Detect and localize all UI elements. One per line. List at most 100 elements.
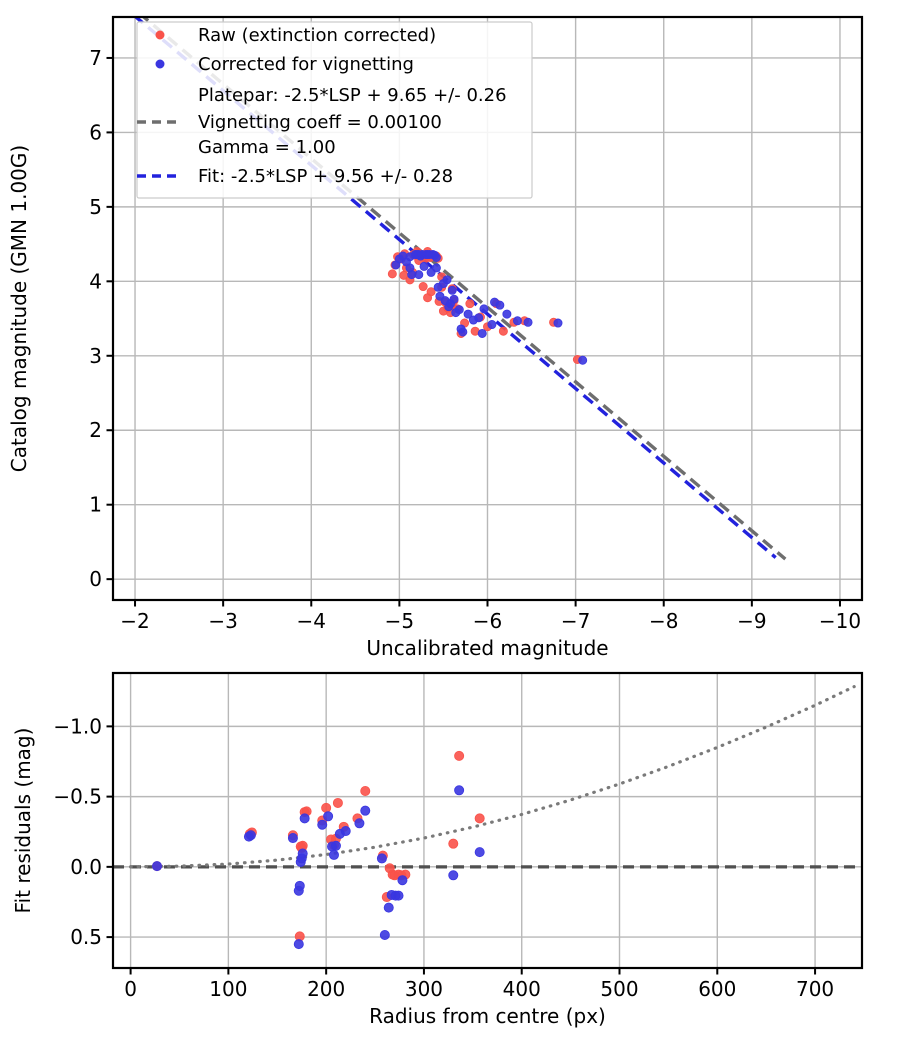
data-point [456, 324, 466, 334]
legend-label: Vignetting coeff = 0.00100 [198, 112, 442, 133]
x-tick-label: 600 [698, 977, 736, 1001]
data-point [454, 785, 465, 796]
data-point [448, 838, 459, 849]
x-tick-label: −10 [819, 609, 861, 633]
x-tick-label: −9 [737, 609, 766, 633]
data-point [297, 848, 308, 859]
data-point [431, 252, 441, 262]
data-point [340, 826, 351, 837]
y-tick-label: 0 [89, 567, 102, 591]
x-tick-label: 100 [209, 977, 247, 1001]
data-point [465, 299, 475, 309]
series-corrected [391, 250, 588, 365]
y-tick-label: −0.5 [53, 785, 102, 809]
data-point [245, 830, 256, 841]
data-point [474, 313, 484, 323]
data-point [474, 847, 485, 858]
y-tick-label: 6 [89, 120, 102, 144]
data-point [414, 270, 424, 280]
legend-label: Corrected for vignetting [198, 54, 414, 75]
data-point [321, 802, 332, 813]
data-point [299, 813, 310, 824]
y-tick-label: −1.0 [53, 714, 102, 738]
data-point [405, 252, 415, 262]
data-point [512, 316, 522, 326]
legend-label: Fit: -2.5*LSP + 9.56 +/- 0.28 [198, 166, 453, 187]
x-tick-label: −6 [473, 609, 502, 633]
data-point [477, 328, 487, 338]
data-point [474, 813, 485, 824]
legend-label: Raw (extinction corrected) [198, 25, 436, 46]
y-axis-label: Catalog magnitude (GMN 1.00G) [7, 145, 31, 472]
data-point [553, 318, 563, 328]
data-point [454, 305, 464, 315]
y-tick-label: 4 [89, 269, 102, 293]
y-tick-label: 3 [89, 344, 102, 368]
y-tick-label: 5 [89, 195, 102, 219]
data-point [383, 902, 394, 913]
x-tick-label: −3 [208, 609, 237, 633]
x-tick-label: 700 [796, 977, 834, 1001]
data-point [387, 269, 397, 279]
grid-residuals [113, 673, 862, 968]
data-point [397, 875, 408, 886]
data-point [419, 261, 429, 271]
legend-box [136, 21, 533, 199]
x-tick-label: −7 [561, 609, 590, 633]
data-point [330, 840, 341, 851]
data-point [393, 890, 404, 901]
axes-frame-residuals [111, 671, 864, 970]
data-layer-residuals [113, 685, 862, 950]
y-tick-label: 2 [89, 418, 102, 442]
data-point [479, 304, 489, 314]
data-point [287, 833, 298, 844]
data-point [379, 929, 390, 940]
data-point [523, 317, 533, 327]
series-raw [151, 750, 485, 942]
x-tick-label: −2 [120, 609, 149, 633]
data-point [454, 750, 465, 761]
panel-residuals: 0 100 200 300 400 500 600 700 0.5 0.0 −0.5 −1.0 Radi… [11, 671, 864, 1028]
x-axis-label: Radius from centre (px) [369, 1004, 606, 1028]
data-point [294, 880, 305, 891]
data-point [487, 320, 497, 330]
data-point [426, 287, 436, 297]
y-tick-label: 0.5 [70, 925, 102, 949]
data-point [332, 797, 343, 808]
legend-marker-dot [155, 30, 165, 40]
y-tick-label: 7 [89, 46, 102, 70]
series-corrected [151, 785, 485, 950]
y-axis-label: Fit residuals (mag) [11, 728, 35, 914]
data-point [418, 282, 428, 292]
curve-vignetting [129, 685, 856, 869]
x-tick-label: 300 [405, 977, 443, 1001]
data-point [360, 786, 371, 797]
data-point [463, 309, 473, 319]
data-point [328, 849, 339, 860]
data-point [502, 309, 512, 319]
legend-label: Platepar: -2.5*LSP + 9.65 +/- 0.26 [198, 85, 507, 106]
data-point [376, 853, 387, 864]
data-point [578, 355, 588, 365]
data-point [293, 939, 304, 950]
data-point [431, 263, 441, 273]
legend: Raw (extinction corrected) Corrected for … [136, 21, 533, 199]
data-point [323, 811, 334, 822]
data-point [498, 326, 508, 336]
data-point [448, 870, 459, 881]
data-point [442, 275, 452, 285]
y-tick-label: 0.0 [70, 855, 102, 879]
data-point [490, 297, 500, 307]
x-tick-label: −8 [649, 609, 678, 633]
x-axis-label: Uncalibrated magnitude [366, 636, 608, 660]
data-point [447, 285, 457, 295]
x-tick-label: 400 [503, 977, 541, 1001]
x-tick-label: −4 [297, 609, 326, 633]
data-point [360, 805, 371, 816]
legend-marker-dot [155, 59, 165, 69]
data-point [151, 861, 162, 872]
legend-label: Gamma = 1.00 [198, 137, 336, 158]
x-tick-label: −5 [385, 609, 414, 633]
